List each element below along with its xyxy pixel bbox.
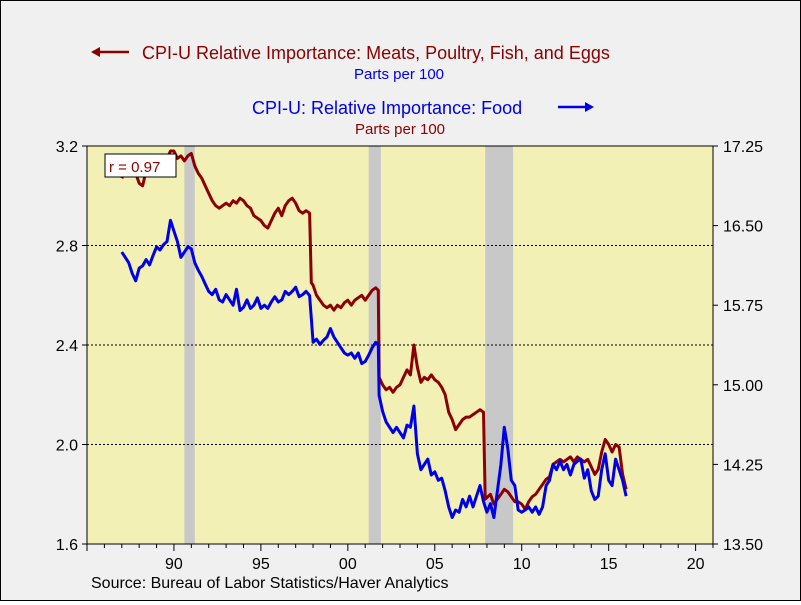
x-tick-label: 00 <box>339 556 357 573</box>
x-tick-label: 15 <box>600 556 618 573</box>
left-y-tick-label: 3.2 <box>56 139 78 156</box>
legend-meats-unit: Parts per 100 <box>354 66 444 83</box>
right-y-tick-label: 15.00 <box>723 378 763 395</box>
legend: CPI-U Relative Importance: Meats, Poultr… <box>91 43 610 138</box>
legend-meats-title: CPI-U Relative Importance: Meats, Poultr… <box>142 43 610 63</box>
right-y-tick-label: 15.75 <box>723 298 763 315</box>
left-y-tick-label: 2.8 <box>56 239 78 256</box>
right-y-tick-label: 17.25 <box>723 139 763 156</box>
x-tick-label: 90 <box>165 556 183 573</box>
left-y-tick-label: 1.6 <box>56 537 78 554</box>
annotation-box <box>104 153 177 178</box>
meats-series-line <box>120 149 628 511</box>
recession-band <box>184 146 195 544</box>
axes: 1.6 2.0 2.4 2.8 3.2 13.50 14.25 15.00 15.75 16.50… <box>56 139 763 573</box>
right-y-tick-label: 16.50 <box>723 219 763 236</box>
series-lines <box>120 149 628 519</box>
x-tick-label: 95 <box>252 556 270 573</box>
legend-food-unit: Parts per 100 <box>355 121 445 138</box>
right-y-tick-label: 14.25 <box>723 457 763 474</box>
x-tick-label: 20 <box>687 556 705 573</box>
source-note: Source: Bureau of Labor Statistics/Haver… <box>91 575 449 592</box>
right-y-tick-label: 13.50 <box>723 537 763 554</box>
food-series-line <box>120 218 628 519</box>
x-tick-label: 05 <box>426 556 444 573</box>
right-arrow-icon <box>558 102 594 112</box>
correlation-annotation: r = 0.97 <box>109 159 160 176</box>
left-arrow-icon <box>91 47 129 57</box>
x-tick-label: 10 <box>513 556 531 573</box>
legend-food-title: CPI-U: Relative Importance: Food <box>252 98 522 118</box>
left-y-tick-label: 2.0 <box>56 438 78 455</box>
left-y-tick-label: 2.4 <box>56 338 78 355</box>
